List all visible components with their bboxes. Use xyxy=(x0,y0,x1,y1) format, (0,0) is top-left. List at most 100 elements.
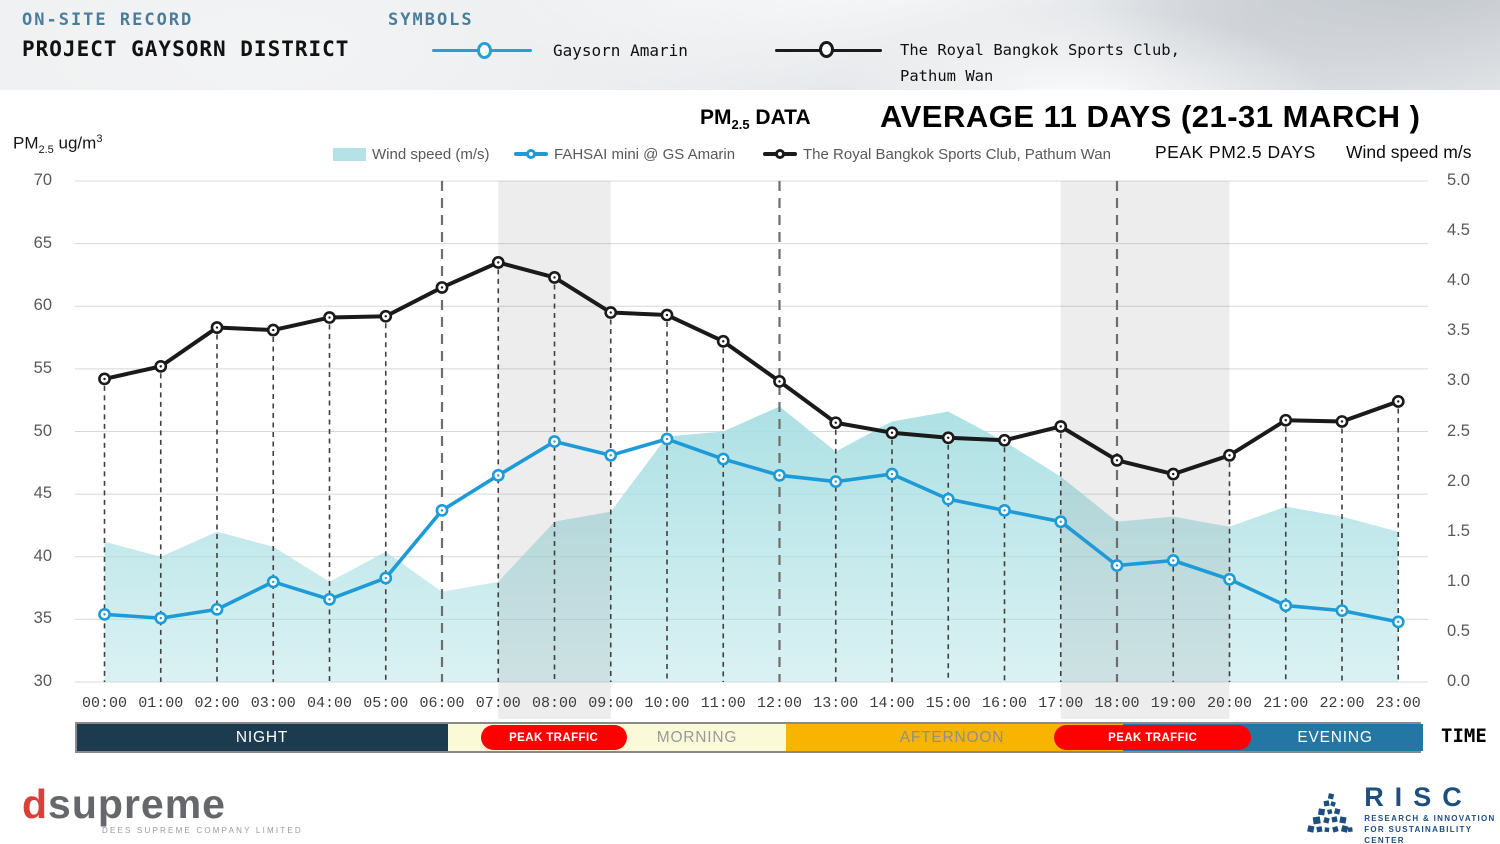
y-axis-tick-left: 30 xyxy=(33,672,52,690)
fahsai-line-series xyxy=(104,437,1399,624)
time-period-band: NIGHT MORNING AFTERNOON EVENING PEAK TRAFFIC… xyxy=(75,722,1423,753)
y-axis-tick-right: 0.0 xyxy=(1447,672,1470,690)
gaysorn-amarin-symbol-label: Gaysorn Amarin xyxy=(553,41,688,60)
peak-pm25-days-label: PEAK PM2.5 DAYS xyxy=(1155,142,1316,162)
data-point-marker-dot xyxy=(1228,454,1231,457)
x-axis-tick: 11:00 xyxy=(700,695,746,712)
data-point-marker-dot xyxy=(722,457,725,461)
data-point-marker-dot xyxy=(384,576,387,580)
data-point-marker-dot xyxy=(1115,459,1119,462)
header-banner: ON-SITE RECORD PROJECT GAYSORN DISTRICT … xyxy=(0,0,1500,90)
data-point-marker-dot xyxy=(890,431,894,434)
peak-shaded-band xyxy=(1060,181,1230,719)
data-point-marker-dot xyxy=(1003,439,1006,442)
peak-traffic-pill: PEAK TRAFFIC xyxy=(1054,725,1252,750)
y-axis-tick-right: 1.5 xyxy=(1447,521,1470,540)
rbsc-line-series xyxy=(104,260,1399,477)
data-point-marker-dot xyxy=(1340,609,1344,612)
data-point-marker-dot xyxy=(1397,400,1400,403)
legend-rbsc-label: The Royal Bangkok Sports Club, Pathum Wa… xyxy=(803,145,1111,163)
data-point-marker-dot xyxy=(1059,425,1062,428)
fahsai-line-swatch-icon xyxy=(514,149,548,159)
data-point-marker-dot xyxy=(947,436,950,439)
y-axis-tick-left: 70 xyxy=(33,171,52,189)
data-point-marker-dot xyxy=(665,437,669,441)
data-point-marker-dot xyxy=(159,616,162,620)
x-axis-tick: 06:00 xyxy=(419,695,465,712)
main-title: AVERAGE 11 DAYS (21-31 MARCH ) xyxy=(880,99,1421,134)
data-point-marker-dot xyxy=(272,580,275,583)
data-point-marker-dot xyxy=(609,454,612,457)
dsupreme-logo: dsupreme DEES SUPREME COMPANY LIMITED xyxy=(22,784,303,835)
data-point-marker-dot xyxy=(778,474,781,477)
y-axis-tick-right: 3.0 xyxy=(1447,371,1470,390)
risc-triangle-icon xyxy=(1307,793,1353,833)
y-axis-tick-right: 1.0 xyxy=(1447,571,1470,590)
timeline-label-night: NIGHT xyxy=(235,728,289,746)
x-axis-tick: 16:00 xyxy=(981,695,1028,712)
data-point-marker-dot xyxy=(890,472,894,476)
x-axis-tick: 22:00 xyxy=(1319,695,1365,712)
data-point-marker-dot xyxy=(1284,419,1287,422)
data-point-marker-dot xyxy=(384,315,387,318)
x-axis-tick: 03:00 xyxy=(250,695,296,712)
symbols-label: SYMBOLS xyxy=(388,10,474,30)
data-point-marker-dot xyxy=(609,311,612,314)
dsupreme-tagline: DEES SUPREME COMPANY LIMITED xyxy=(102,826,303,835)
time-axis-label: TIME xyxy=(1441,725,1487,747)
x-axis-tick: 07:00 xyxy=(475,695,521,712)
x-axis-tick: 02:00 xyxy=(194,695,240,712)
x-axis-tick: 17:00 xyxy=(1038,695,1084,712)
wind-area-swatch-icon xyxy=(333,147,366,161)
rbsc-symbol-label-line2: Pathum Wan xyxy=(900,67,994,85)
x-axis-tick: 10:00 xyxy=(644,695,690,712)
dsupreme-logo-rest: supreme xyxy=(48,781,226,827)
dsupreme-logo-d: d xyxy=(22,781,49,827)
y-axis-tick-left: 50 xyxy=(33,421,52,440)
x-axis-tick: 12:00 xyxy=(756,695,803,712)
data-point-marker-dot xyxy=(947,497,950,501)
data-point-marker-dot xyxy=(328,598,331,601)
left-axis-title: PM2.5 ug/m3 xyxy=(13,133,103,157)
x-axis-tick: 09:00 xyxy=(588,695,634,712)
data-point-marker-dot xyxy=(778,380,781,383)
data-point-marker-dot xyxy=(215,608,219,611)
y-axis-tick-left: 60 xyxy=(33,296,52,315)
x-axis-tick: 00:00 xyxy=(81,695,128,712)
rbsc-symbol-label-line1: The Royal Bangkok Sports Club, xyxy=(900,41,1180,59)
data-point-marker-dot xyxy=(665,313,669,317)
right-axis-title: Wind speed m/s xyxy=(1346,142,1472,162)
pm-data-title: PM2.5 DATA xyxy=(700,106,811,133)
data-point-marker-dot xyxy=(103,377,106,381)
peak-traffic-pill-label: PEAK TRAFFIC xyxy=(1108,731,1198,744)
data-point-marker-dot xyxy=(834,480,837,483)
x-axis-tick: 20:00 xyxy=(1206,695,1253,712)
data-point-marker-dot xyxy=(722,340,725,343)
y-axis-tick-right: 4.0 xyxy=(1447,271,1470,290)
timeline-segment-night xyxy=(77,724,448,751)
x-axis-tick: 05:00 xyxy=(363,695,409,712)
legend-item-wind-speed: Wind speed (m/s) xyxy=(333,144,490,164)
rbsc-line-swatch-icon xyxy=(763,149,797,159)
legend-wind-label: Wind speed (m/s) xyxy=(372,145,490,163)
rbsc-symbol-marker-icon xyxy=(819,41,834,58)
data-point-marker-dot xyxy=(1228,578,1231,581)
data-point-marker-dot xyxy=(1115,564,1119,567)
data-point-marker-dot xyxy=(1397,620,1400,624)
y-axis-tick-right: 3.5 xyxy=(1447,321,1470,340)
x-axis-tick: 08:00 xyxy=(531,695,578,712)
risc-tagline: RESEARCH & INNOVATION FOR SUSTAINABILITY … xyxy=(1364,814,1496,844)
gaysorn-amarin-symbol-marker-icon xyxy=(477,42,492,59)
onsite-record-label: ON-SITE RECORD xyxy=(22,10,194,30)
data-point-marker-dot xyxy=(497,474,500,477)
y-axis-tick-left: 65 xyxy=(33,233,52,252)
x-axis-tick: 14:00 xyxy=(869,695,915,712)
x-axis-tick: 21:00 xyxy=(1263,695,1309,712)
data-point-marker-dot xyxy=(1284,604,1287,607)
timeline-label-evening: EVENING xyxy=(1297,728,1373,746)
legend-item-rbsc: The Royal Bangkok Sports Club, Pathum Wa… xyxy=(763,144,1111,164)
y-axis-tick-left: 35 xyxy=(33,609,52,628)
data-point-marker-dot xyxy=(272,328,275,332)
timeline-label-morning: MORNING xyxy=(656,728,738,746)
wind-area-series xyxy=(104,406,1399,682)
